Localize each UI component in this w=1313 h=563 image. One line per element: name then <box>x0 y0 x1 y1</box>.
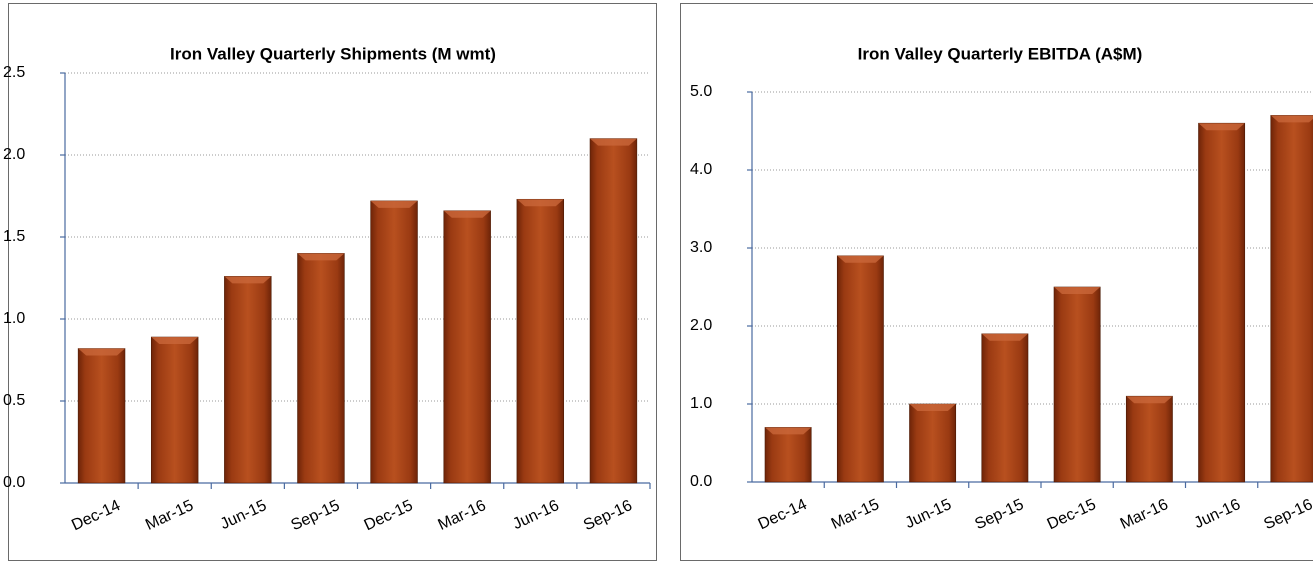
y-tick-label: 1.0 <box>3 310 25 327</box>
bar <box>297 253 345 484</box>
bar-bevel <box>1126 396 1173 404</box>
bar-bevel <box>151 337 199 345</box>
y-tick-label: 1.5 <box>3 228 25 245</box>
bar <box>764 427 812 483</box>
y-tick-label: 3.0 <box>690 239 712 256</box>
bar <box>1125 395 1173 483</box>
bar-bevel <box>765 427 812 435</box>
bar <box>1053 286 1101 483</box>
y-tick-label: 5.0 <box>690 83 712 100</box>
bar <box>589 138 638 484</box>
bar-bevel <box>1270 115 1313 123</box>
bar-bevel <box>370 200 418 208</box>
bar <box>77 348 126 484</box>
bar-bevel <box>1054 287 1101 294</box>
y-tick-label: 2.0 <box>3 146 25 163</box>
bar-bevel <box>1198 123 1245 131</box>
bar <box>981 333 1029 483</box>
chart-title: Iron Valley Quarterly EBITDA (A$M) <box>858 44 1143 63</box>
y-tick-label: 4.0 <box>690 161 712 178</box>
bar <box>443 210 491 484</box>
bar-bevel <box>837 255 884 263</box>
bar-bevel <box>78 348 125 356</box>
bar-bevel <box>297 253 345 261</box>
y-tick-label: 1.0 <box>690 395 712 412</box>
bar-bevel <box>516 199 564 207</box>
y-tick-label: 2.5 <box>3 64 25 81</box>
bar <box>836 255 884 483</box>
bar-bevel <box>224 276 272 284</box>
bar-bevel <box>981 333 1028 341</box>
bar-bevel <box>443 210 491 218</box>
y-tick-label: 0.5 <box>3 392 25 409</box>
bar <box>370 200 418 484</box>
bar-bevel <box>909 404 956 411</box>
bar-bevel <box>590 138 637 146</box>
chart-title: Iron Valley Quarterly Shipments (M wmt) <box>170 44 496 63</box>
y-tick-label: 0.0 <box>690 473 712 490</box>
bar <box>1198 122 1246 483</box>
bar <box>150 336 199 484</box>
bar <box>516 198 565 484</box>
y-tick-label: 2.0 <box>690 317 712 334</box>
bar <box>909 403 957 483</box>
bar <box>1270 115 1313 483</box>
y-tick-label: 0.0 <box>3 474 25 491</box>
bar <box>224 276 272 484</box>
